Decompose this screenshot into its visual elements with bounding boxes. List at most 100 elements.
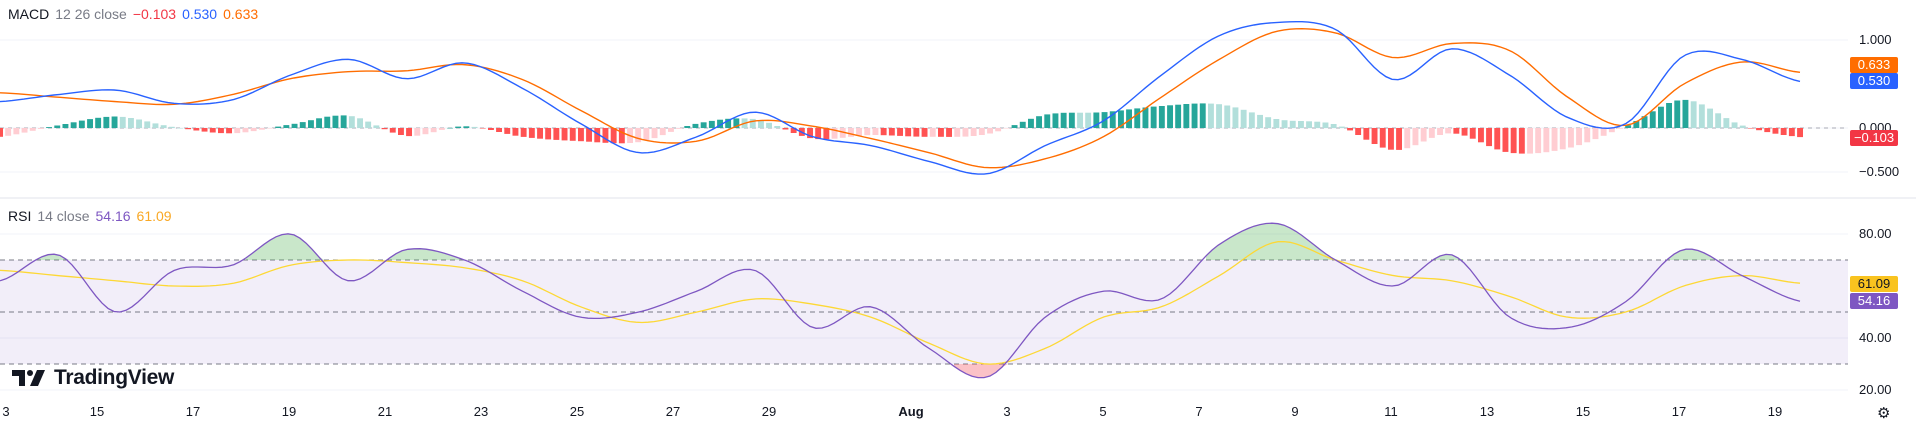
histogram-bar [553,128,560,140]
histogram-bar [1428,128,1435,138]
histogram-bar [831,128,838,139]
histogram-bar [1527,128,1533,154]
histogram-bar [1437,128,1443,135]
rsi-legend-ma-value: 61.09 [136,208,172,224]
histogram-bar [119,116,126,128]
histogram-bar [618,128,625,144]
histogram-bar [299,122,306,128]
histogram-bar [1077,112,1083,128]
histogram-bar [185,128,192,130]
histogram-bar [987,128,993,134]
histogram-bar [1649,111,1656,128]
histogram-bar [95,117,102,128]
histogram-bar [1191,103,1198,128]
histogram-bar [1208,103,1214,128]
histogram-bar [1617,128,1623,129]
histogram-bar [651,128,658,139]
histogram-bar [414,128,421,136]
histogram-bar [1338,126,1345,128]
histogram-bar [1756,128,1762,131]
histogram-bar [160,125,167,128]
histogram-bar [962,128,969,137]
macd-legend-params: 12 26 close [55,6,127,22]
histogram-bar [1355,128,1362,135]
histogram-bar [1707,108,1713,128]
histogram-bar [1633,121,1640,128]
settings-gear-icon[interactable]: ⚙ [1877,405,1891,422]
macd-legend-hist-value: −0.103 [132,6,177,22]
time-axis-label: 15 [1575,404,1591,419]
histogram-bar [226,128,232,134]
histogram-bar [545,128,552,140]
histogram-bar [586,128,592,142]
histogram-bar [1142,107,1149,128]
histogram-bar [21,128,28,133]
histogram-bar [872,128,879,135]
histogram-bar [1608,128,1615,133]
histogram-bar [46,127,52,128]
histogram-bar [1641,116,1648,128]
tradingview-logo[interactable]: TradingView [12,366,174,390]
histogram-bar [283,125,290,128]
rsi-overbought-fill [36,223,1722,260]
histogram-bar [209,128,216,133]
histogram-bar [1028,118,1034,128]
histogram-bar [602,128,609,143]
histogram-bar [1019,121,1026,128]
time-axis-label: 19 [281,404,297,419]
histogram-bar [389,128,396,133]
time-axis-label: 17 [185,404,201,419]
histogram-bar [1371,128,1378,144]
time-axis-label: 9 [1291,404,1299,419]
time-axis-label: 15 [89,404,105,419]
rsi-axis-tick: 80.00 [1859,226,1892,241]
histogram-bar [1788,128,1795,137]
histogram-bar [790,128,797,133]
histogram-bar [332,115,339,128]
histogram-bar [643,128,650,141]
histogram-bar [1420,128,1427,142]
histogram-bar [242,128,249,133]
time-axis-label: 17 [1671,404,1687,419]
histogram-bar [152,123,159,128]
histogram-bar [1044,114,1051,128]
histogram-bar [856,128,862,136]
histogram-bar [512,128,519,136]
histogram-bar [668,128,674,132]
histogram-bar [774,126,781,128]
histogram-bar [398,128,404,135]
histogram-bar [921,128,928,137]
histogram-bar [1068,112,1075,128]
histogram-bar [177,128,183,129]
histogram-bar [1052,113,1059,128]
histogram-bar [1257,114,1263,128]
rsi-line [0,222,1801,379]
rsi-legend[interactable]: RSI 14 close 54.16 61.09 [8,208,178,224]
histogram-bar [561,128,568,141]
histogram-bar [218,128,224,134]
macd-legend[interactable]: MACD 12 26 close −0.103 0.530 0.633 [8,6,264,22]
histogram-bar [13,128,20,135]
time-axis-label: 25 [569,404,585,419]
histogram-bar [1453,128,1460,134]
histogram-bar [815,128,822,140]
histogram-bar [610,128,617,144]
histogram-bar [54,125,61,128]
histogram-bar [488,128,494,130]
histogram-bar [1003,128,1010,129]
histogram-bar [1576,128,1582,146]
histogram-bar [1060,112,1067,128]
histogram-bar [1363,128,1370,140]
histogram-bar [1388,128,1394,150]
histogram-bar [1461,128,1468,136]
histogram-bar [1224,105,1231,128]
histogram-bar [1265,117,1272,128]
histogram-bar [1085,112,1092,128]
time-axis-label: 3 [2,404,10,419]
histogram-bar [578,128,584,142]
histogram-bar [1723,118,1730,128]
rsi-legend-rsi-value: 54.16 [95,208,131,224]
histogram-bar [848,128,854,137]
histogram-bar [438,128,445,130]
